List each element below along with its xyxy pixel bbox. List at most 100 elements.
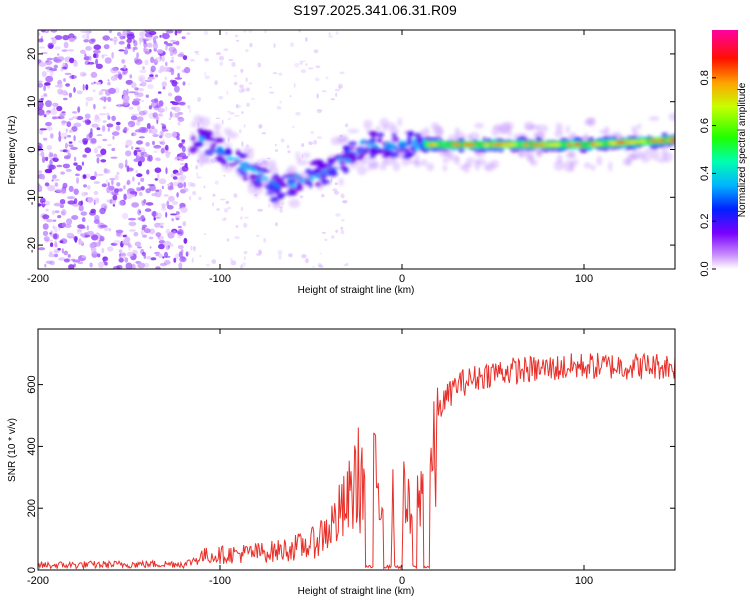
noise-blob (66, 232, 74, 237)
noise-blob (38, 247, 46, 251)
noise-blob (305, 258, 309, 263)
noise-blob (60, 67, 63, 72)
noise-blob (125, 150, 132, 157)
ridge-highlight (314, 174, 321, 178)
noise-blob (126, 30, 130, 33)
noise-blob (146, 123, 151, 129)
noise-blob (38, 203, 42, 207)
ridge-highlight (218, 149, 224, 154)
noise-blob (147, 42, 153, 48)
noise-blob (90, 71, 98, 78)
noise-blob (176, 136, 180, 141)
ridge-halo (337, 134, 349, 145)
noise-blob (81, 255, 87, 259)
noise-blob (68, 92, 72, 98)
noise-blob (49, 232, 52, 235)
noise-blob (90, 82, 95, 85)
noise-blob (125, 79, 133, 85)
noise-blob (167, 183, 171, 187)
noise-blob (131, 202, 140, 208)
noise-blob (188, 83, 190, 86)
noise-blob (123, 126, 128, 134)
noise-blob (143, 228, 151, 234)
noise-blob (181, 155, 189, 160)
noise-blob (54, 226, 58, 233)
ridge-highlight (245, 161, 249, 166)
ridge-halo (442, 157, 450, 164)
noise-blob (223, 174, 226, 177)
ridge-core (282, 174, 287, 179)
noise-blob (122, 89, 128, 97)
noise-blob (162, 256, 165, 259)
noise-blob (66, 218, 73, 225)
noise-blob (243, 30, 247, 33)
noise-blob (241, 141, 244, 147)
noise-blob (144, 59, 149, 66)
noise-blob (61, 66, 67, 70)
ridge-peak (616, 141, 627, 145)
ridge-highlight (375, 145, 379, 150)
noise-blob (73, 235, 78, 242)
ridge-halo (649, 149, 660, 161)
noise-blob (269, 86, 272, 89)
noise-blob (236, 39, 240, 42)
ridge-halo (295, 151, 301, 162)
noise-blob (97, 253, 101, 258)
noise-blob (85, 101, 89, 107)
ridge-peak (549, 143, 561, 146)
noise-blob (65, 149, 70, 154)
noise-blob (136, 173, 143, 178)
noise-blob (103, 44, 110, 50)
noise-blob (127, 242, 131, 248)
noise-blob (227, 206, 232, 210)
noise-blob (97, 145, 102, 149)
noise-blob (181, 165, 189, 172)
noise-blob (124, 257, 129, 263)
ridge-core (278, 193, 285, 198)
noise-blob (68, 264, 75, 269)
ridge-highlight (329, 166, 332, 172)
noise-blob (83, 184, 87, 188)
noise-blob (179, 101, 186, 106)
noise-blob (129, 229, 136, 232)
noise-blob (102, 106, 107, 110)
noise-blob (180, 206, 188, 213)
noise-blob (63, 41, 69, 49)
noise-blob (41, 156, 46, 163)
ridge-halo (338, 177, 344, 187)
noise-blob (325, 76, 329, 80)
noise-blob (118, 41, 125, 45)
noise-blob (138, 136, 145, 139)
noise-blob (177, 30, 182, 34)
noise-blob (179, 174, 187, 181)
noise-blob (60, 171, 65, 175)
noise-blob (62, 182, 68, 189)
noise-blob (236, 103, 239, 109)
noise-blob (99, 235, 105, 242)
ridge-halo (442, 164, 448, 172)
noise-blob (139, 83, 142, 87)
noise-blob (95, 58, 99, 66)
ridge-core (274, 173, 279, 178)
noise-blob (150, 101, 159, 108)
noise-blob (128, 217, 136, 221)
spectrogram-y-tick-label: 10 (26, 96, 38, 108)
noise-blob (316, 93, 320, 99)
noise-blob (328, 34, 333, 39)
noise-blob (334, 88, 341, 92)
noise-blob (79, 71, 87, 77)
noise-blob (124, 46, 132, 50)
noise-blob (150, 99, 159, 103)
ridge-core (314, 181, 321, 187)
noise-blob (298, 30, 302, 33)
noise-blob (203, 185, 206, 189)
noise-blob (107, 127, 110, 132)
noise-blob (154, 74, 159, 78)
noise-blob (110, 199, 117, 205)
noise-blob (151, 210, 158, 217)
noise-blob (39, 46, 45, 49)
noise-blob (43, 85, 46, 92)
ridge-halo (533, 131, 546, 138)
noise-blob (101, 183, 108, 188)
noise-blob (243, 222, 248, 228)
